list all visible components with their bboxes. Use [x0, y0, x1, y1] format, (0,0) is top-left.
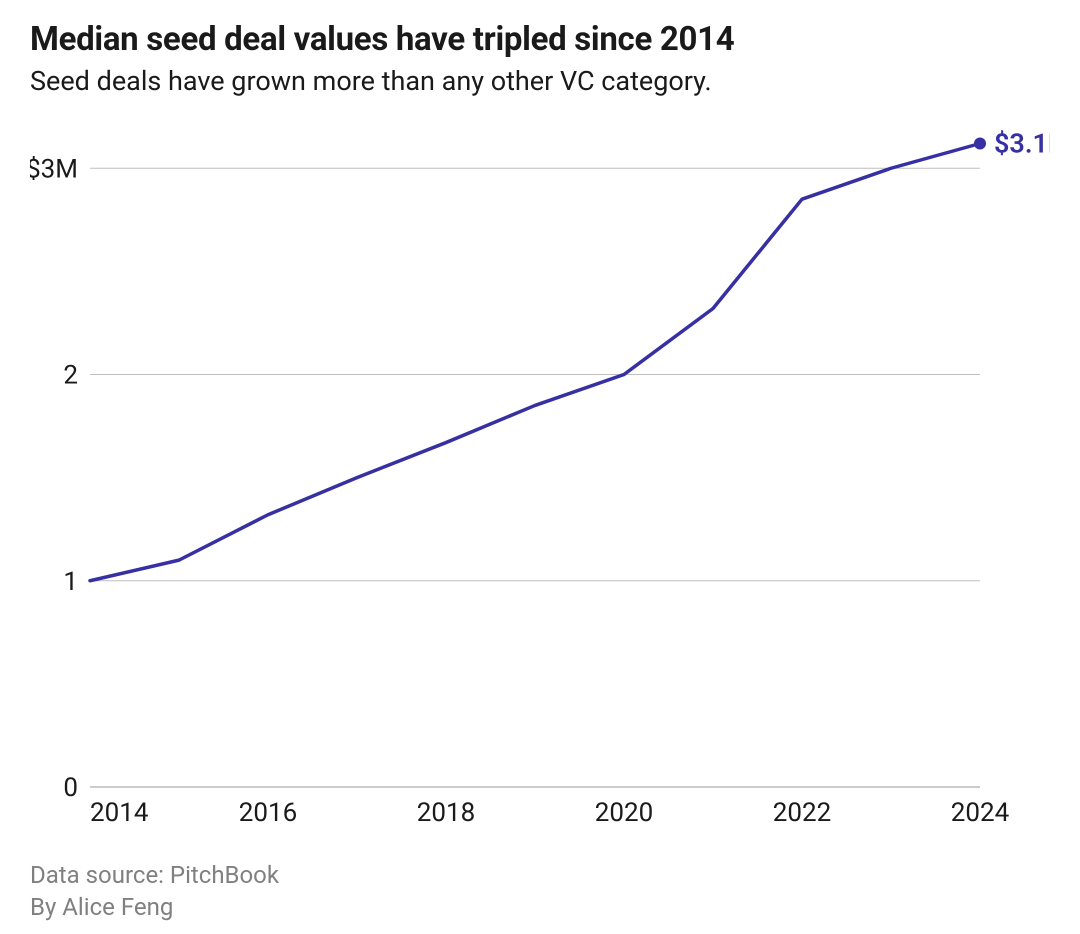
end-annotation: $3.1M — [994, 128, 1050, 160]
y-tick-label: 2 — [63, 361, 78, 391]
footer-byline: By Alice Feng — [30, 891, 1050, 923]
x-tick-label: 2014 — [90, 798, 149, 828]
chart-container: Median seed deal values have tripled sin… — [0, 0, 1080, 934]
x-tick-label: 2016 — [239, 798, 297, 828]
end-marker — [974, 138, 986, 150]
y-tick-label: 1 — [63, 567, 78, 597]
y-tick-label: $3M — [30, 154, 78, 184]
chart-footer: Data source: PitchBook By Alice Feng — [30, 859, 1050, 924]
y-tick-label: 0 — [63, 773, 78, 803]
x-tick-label: 2024 — [951, 798, 1010, 828]
x-tick-label: 2018 — [417, 798, 475, 828]
chart-title: Median seed deal values have tripled sin… — [30, 20, 1050, 59]
chart-subtitle: Seed deals have grown more than any othe… — [30, 65, 1050, 97]
series-line — [90, 144, 980, 581]
x-tick-label: 2022 — [773, 798, 831, 828]
chart-plot-area: 0 1 2 $3M 2014 2016 2018 2020 2022 2024 $3.1M — [30, 107, 1050, 847]
x-tick-label: 2020 — [595, 798, 653, 828]
chart-svg: 0 1 2 $3M 2014 2016 2018 2020 2022 2024 $3.1M — [30, 107, 1050, 847]
footer-source: Data source: PitchBook — [30, 859, 1050, 891]
